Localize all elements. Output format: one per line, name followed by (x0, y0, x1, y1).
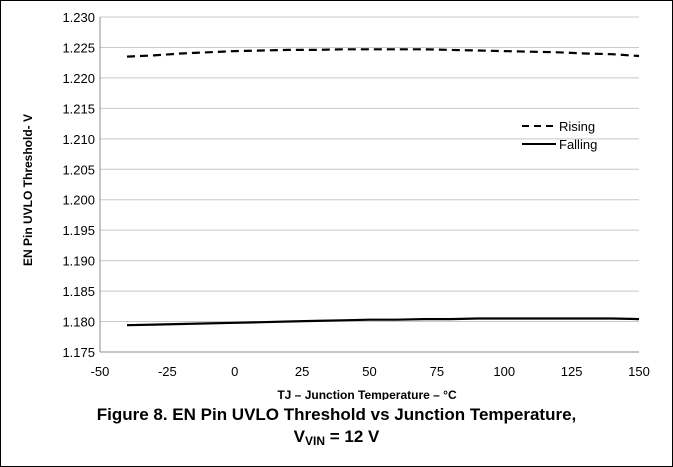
caption-vin-subscript: VIN (304, 434, 325, 448)
x-tick-label-8: 150 (628, 364, 650, 379)
tick-labels: 1.230 1.225 1.220 1.215 1.210 1.205 1.200 1.195… (62, 10, 649, 379)
x-tick-label-6: 100 (493, 364, 515, 379)
axes (99, 17, 639, 353)
x-axis-title: TJ – Junction Temperature – °C (277, 388, 457, 400)
y-axis-title: EN Pin UVLO Threshold- V (21, 114, 35, 266)
figure-caption: Figure 8. EN Pin UVLO Threshold vs Junct… (0, 404, 673, 452)
caption-line-1: Figure 8. EN Pin UVLO Threshold vs Junct… (96, 405, 577, 424)
series-line-rising (126, 48, 640, 58)
caption-v: V (293, 427, 305, 446)
x-tick-label-3: 25 (295, 364, 309, 379)
legend-label-falling: Falling (559, 137, 597, 152)
y-tick-label-8: 1.190 (62, 254, 95, 269)
gridlines (100, 16, 639, 353)
y-tick-label-11: 1.175 (62, 345, 95, 360)
legend: Rising Falling (522, 119, 597, 152)
y-tick-label-2: 1.220 (62, 71, 95, 86)
y-tick-label-0: 1.230 (62, 10, 95, 25)
x-tick-label-0: -50 (91, 364, 110, 379)
caption-line-2: VVIN = 12 V (0, 426, 673, 452)
series-lines (126, 48, 640, 327)
caption-value: = 12 V (325, 427, 380, 446)
series-line-falling (126, 317, 640, 327)
y-tick-label-1: 1.225 (62, 40, 95, 55)
x-tick-label-5: 75 (430, 364, 444, 379)
y-tick-label-6: 1.200 (62, 193, 95, 208)
y-tick-label-10: 1.180 (62, 315, 95, 330)
x-tick-label-7: 125 (561, 364, 583, 379)
x-tick-label-1: -25 (158, 364, 177, 379)
y-tick-label-7: 1.195 (62, 223, 95, 238)
x-tick-label-2: 0 (231, 364, 238, 379)
chart: 1.230 1.225 1.220 1.215 1.210 1.205 1.200 1.195… (21, 10, 650, 400)
y-tick-label-5: 1.205 (62, 162, 95, 177)
y-tick-label-3: 1.215 (62, 101, 95, 116)
y-tick-label-4: 1.210 (62, 132, 95, 147)
y-tick-label-9: 1.185 (62, 284, 95, 299)
x-tick-label-4: 50 (362, 364, 376, 379)
legend-label-rising: Rising (559, 119, 595, 134)
